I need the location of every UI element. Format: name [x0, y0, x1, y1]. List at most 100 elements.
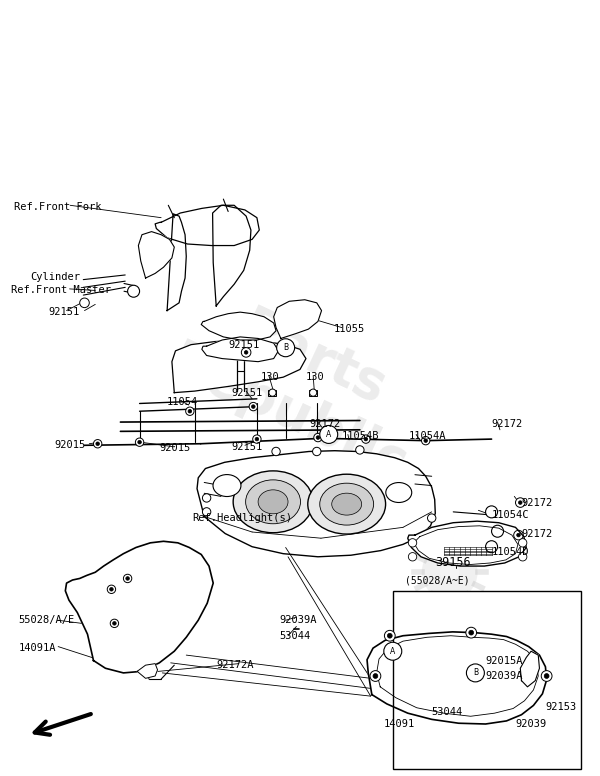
Text: Ref.Front Fork: Ref.Front Fork — [14, 202, 101, 212]
Circle shape — [96, 442, 100, 445]
Text: A: A — [326, 430, 331, 439]
Circle shape — [253, 435, 261, 443]
Text: B: B — [473, 668, 478, 677]
Text: 11055: 11055 — [334, 324, 365, 334]
Circle shape — [409, 539, 417, 547]
Text: 130: 130 — [261, 372, 280, 382]
Polygon shape — [520, 651, 539, 687]
Text: 55028/A/E: 55028/A/E — [19, 615, 75, 625]
Circle shape — [272, 447, 280, 456]
Text: Ref.Front Master: Ref.Front Master — [11, 286, 112, 296]
Circle shape — [440, 563, 460, 582]
Ellipse shape — [320, 483, 374, 525]
Text: 11054A: 11054A — [409, 431, 446, 441]
Circle shape — [485, 506, 497, 518]
Text: 11054: 11054 — [167, 397, 199, 407]
Circle shape — [138, 441, 142, 444]
Circle shape — [356, 445, 364, 454]
Circle shape — [110, 619, 119, 628]
Text: 11054B: 11054B — [342, 431, 379, 441]
Polygon shape — [201, 312, 276, 340]
Text: 92015A: 92015A — [485, 656, 523, 666]
Polygon shape — [65, 542, 213, 673]
Text: 92151: 92151 — [49, 307, 80, 317]
Ellipse shape — [258, 490, 288, 514]
Text: A: A — [390, 646, 395, 656]
Ellipse shape — [245, 480, 301, 524]
Circle shape — [409, 553, 417, 561]
Circle shape — [310, 389, 317, 397]
Text: 92172: 92172 — [491, 418, 523, 428]
Text: 130: 130 — [306, 372, 325, 382]
Circle shape — [202, 494, 211, 502]
Text: (55028/A~E): (55028/A~E) — [406, 575, 470, 585]
Text: Cylinder: Cylinder — [31, 272, 80, 282]
Circle shape — [110, 587, 113, 591]
Ellipse shape — [386, 483, 412, 503]
Circle shape — [428, 514, 436, 522]
Circle shape — [514, 530, 523, 540]
Polygon shape — [367, 632, 547, 724]
Circle shape — [249, 403, 257, 411]
Circle shape — [469, 630, 473, 635]
Text: 92153: 92153 — [545, 702, 577, 712]
Text: 11054D: 11054D — [491, 547, 529, 557]
Circle shape — [422, 544, 478, 600]
Text: 53044: 53044 — [279, 631, 310, 641]
Circle shape — [269, 389, 276, 397]
Text: 92172: 92172 — [521, 528, 553, 539]
Text: 92172: 92172 — [521, 497, 553, 508]
Circle shape — [136, 438, 144, 446]
Circle shape — [107, 585, 116, 594]
Text: 92039A: 92039A — [279, 615, 317, 625]
Polygon shape — [202, 337, 278, 362]
Circle shape — [202, 508, 211, 516]
Circle shape — [80, 298, 89, 307]
Circle shape — [518, 539, 527, 547]
Ellipse shape — [308, 474, 386, 534]
Circle shape — [517, 533, 520, 537]
Ellipse shape — [233, 471, 313, 533]
Text: B: B — [283, 343, 288, 352]
Text: Parts
Republic: Parts Republic — [160, 281, 440, 491]
Circle shape — [314, 433, 322, 442]
Circle shape — [384, 643, 402, 660]
Text: 92151: 92151 — [228, 340, 259, 350]
Circle shape — [424, 439, 428, 442]
Bar — [393, 591, 581, 769]
Polygon shape — [155, 206, 259, 245]
Polygon shape — [197, 451, 435, 556]
Circle shape — [320, 425, 338, 443]
Circle shape — [373, 674, 378, 678]
Circle shape — [277, 339, 295, 357]
Text: 92039: 92039 — [515, 719, 547, 729]
Circle shape — [422, 436, 430, 445]
Text: 92172A: 92172A — [216, 660, 254, 670]
Text: 11054C: 11054C — [491, 510, 529, 520]
Circle shape — [544, 674, 549, 678]
Ellipse shape — [213, 475, 241, 497]
Circle shape — [128, 286, 140, 297]
Text: 92151: 92151 — [231, 442, 262, 452]
Circle shape — [94, 439, 102, 448]
Bar — [309, 390, 317, 396]
Ellipse shape — [332, 494, 362, 515]
Circle shape — [491, 525, 503, 537]
Polygon shape — [274, 300, 322, 338]
Circle shape — [385, 630, 395, 641]
Bar — [268, 390, 277, 396]
Circle shape — [113, 622, 116, 625]
Circle shape — [313, 447, 321, 456]
Circle shape — [188, 410, 191, 413]
Circle shape — [185, 407, 194, 415]
Circle shape — [515, 497, 525, 508]
Circle shape — [244, 351, 248, 354]
Polygon shape — [172, 340, 306, 393]
Circle shape — [364, 438, 368, 441]
Circle shape — [388, 633, 392, 638]
Text: 14091A: 14091A — [19, 643, 56, 653]
Text: 53044: 53044 — [431, 707, 463, 716]
Circle shape — [241, 348, 251, 357]
Polygon shape — [167, 214, 186, 310]
Circle shape — [370, 670, 381, 681]
